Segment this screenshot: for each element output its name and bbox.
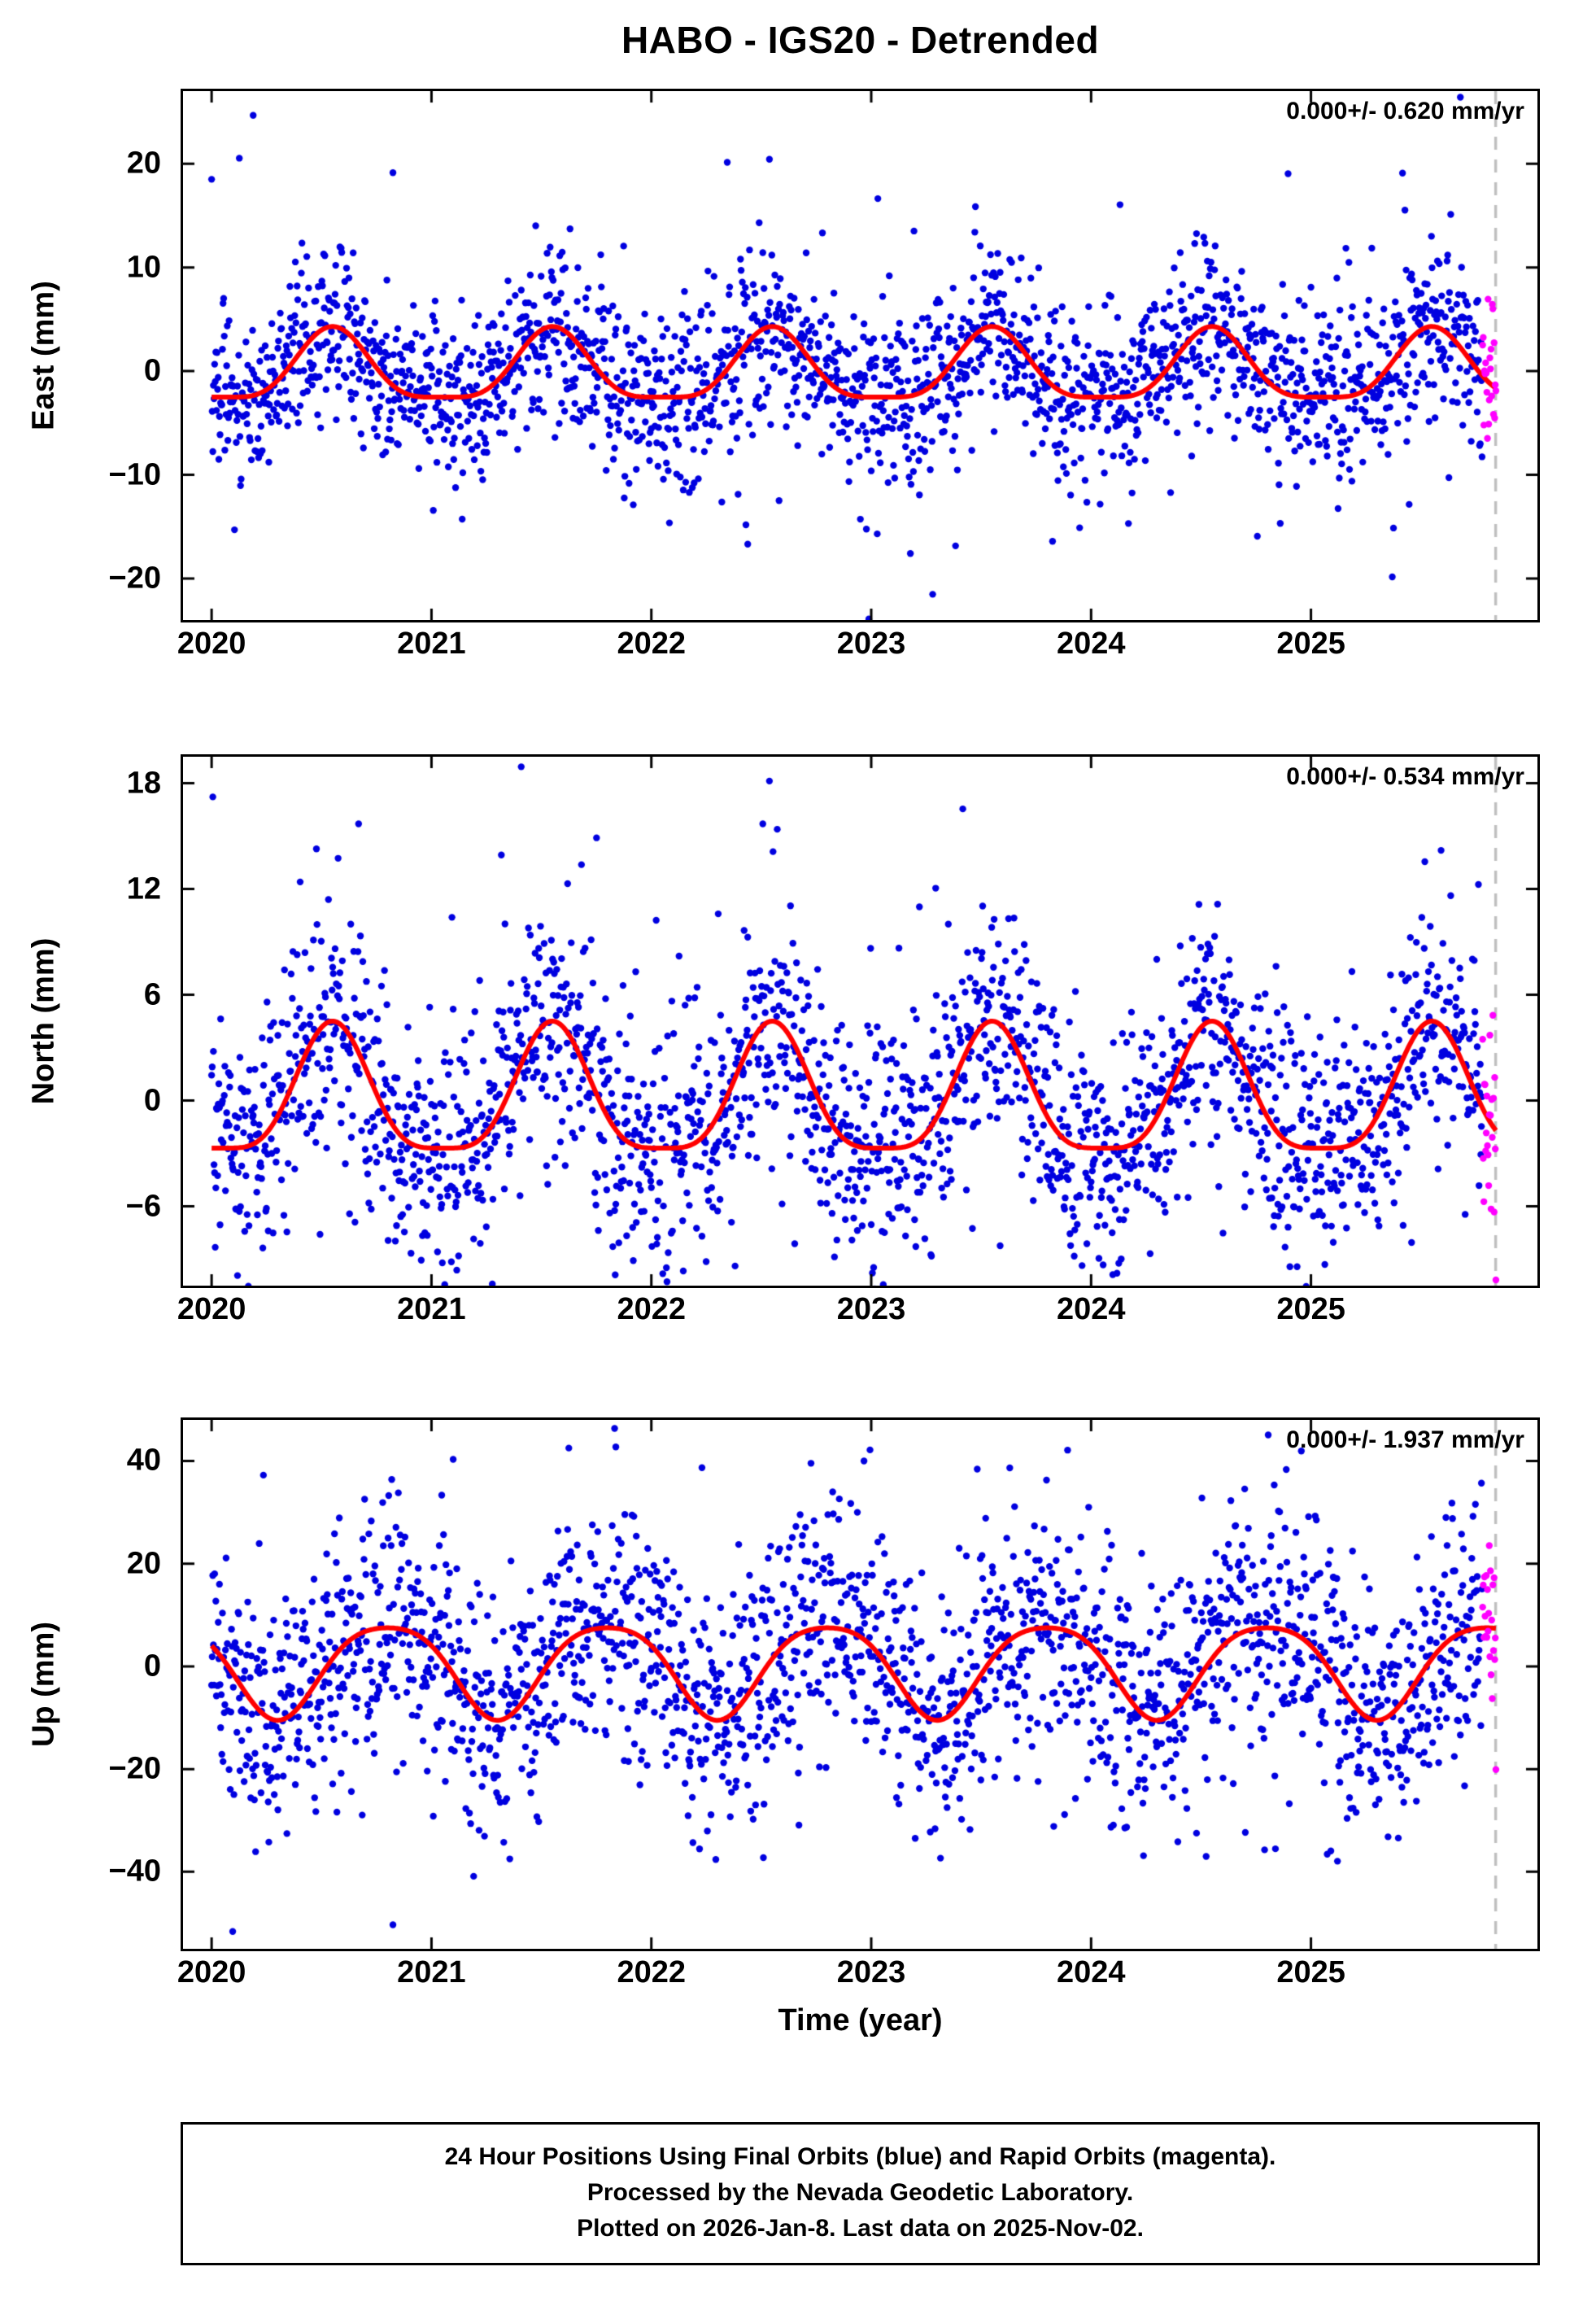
rate-annotation-up: 0.000+/- 1.937 mm/yr [1286, 1426, 1524, 1453]
scatter-canvas-north [183, 757, 1537, 1286]
x-tick-labels-up: 2020 2021 2022 2023 2024 2025 [177, 1955, 1537, 1998]
x-tick-label: 2024 [1057, 1955, 1126, 1989]
x-tick-label: 2023 [836, 1955, 906, 1989]
chart-north: North (mm) 0.000+/- 0.534 mm/yr −6 0 6 12 18… [0, 754, 1596, 1346]
plot-area-up: 0.000+/- 1.937 mm/yr [181, 1417, 1540, 1951]
y-tick-label: −20 [108, 1751, 161, 1786]
footer-line-orbits: 24 Hour Positions Using Final Orbits (bl… [444, 2143, 1276, 2170]
rate-annotation-north: 0.000+/- 0.534 mm/yr [1286, 763, 1524, 790]
x-tick-label: 2024 [1057, 627, 1126, 661]
x-tick-labels-north: 2020 2021 2022 2023 2024 2025 [177, 1292, 1537, 1334]
x-tick-label: 2024 [1057, 1292, 1126, 1326]
x-tick-label: 2020 [177, 627, 246, 661]
y-tick-label: 6 [143, 977, 161, 1011]
x-tick-labels-east: 2020 2021 2022 2023 2024 2025 [177, 627, 1537, 669]
x-tick-label: 2023 [836, 627, 906, 661]
y-tick-label: 20 [126, 1546, 161, 1581]
page-title: HABO - IGS20 - Detrended [621, 19, 1100, 61]
footer-note-box: 24 Hour Positions Using Final Orbits (bl… [181, 2122, 1540, 2265]
x-tick-label: 2022 [617, 627, 686, 661]
x-axis-label: Time (year) [778, 2003, 943, 2037]
x-tick-label: 2025 [1276, 1955, 1345, 1989]
footer-line-dates: Plotted on 2026-Jan-8. Last data on 2025… [577, 2215, 1144, 2242]
y-tick-label: 0 [143, 1649, 161, 1684]
y-tick-labels-north: −6 0 6 12 18 [0, 757, 161, 1286]
x-tick-label: 2021 [397, 627, 466, 661]
x-tick-label: 2020 [177, 1955, 246, 1989]
chart-up: Up (mm) 0.000+/- 1.937 mm/yr −40 −20 0 20 40… [0, 1417, 1596, 2009]
y-tick-label: −40 [108, 1854, 161, 1889]
y-tick-label: 0 [143, 1083, 161, 1117]
y-tick-label: 18 [126, 766, 161, 800]
y-tick-label: 20 [126, 146, 161, 181]
scatter-canvas-up [183, 1420, 1537, 1949]
x-tick-label: 2023 [836, 1292, 906, 1326]
y-tick-label: 12 [126, 871, 161, 906]
y-tick-label: −10 [108, 457, 161, 492]
chart-east: East (mm) 0.000+/- 0.620 mm/yr −20 −10 0 10… [0, 89, 1596, 680]
x-tick-label: 2020 [177, 1292, 246, 1326]
x-tick-label: 2022 [617, 1292, 686, 1326]
x-tick-label: 2025 [1276, 627, 1345, 661]
y-tick-labels-east: −20 −10 0 10 20 [0, 91, 161, 620]
x-tick-label: 2022 [617, 1955, 686, 1989]
footer-line-lab: Processed by the Nevada Geodetic Laborat… [587, 2179, 1134, 2206]
rate-annotation-east: 0.000+/- 0.620 mm/yr [1286, 98, 1524, 124]
x-tick-label: 2021 [397, 1292, 466, 1326]
scatter-canvas-east [183, 91, 1537, 620]
y-tick-label: 0 [143, 353, 161, 388]
plot-area-east: 0.000+/- 0.620 mm/yr [181, 89, 1540, 622]
x-tick-label: 2025 [1276, 1292, 1345, 1326]
y-tick-labels-up: −40 −20 0 20 40 [0, 1420, 161, 1949]
x-tick-label: 2021 [397, 1955, 466, 1989]
plot-area-north: 0.000+/- 0.534 mm/yr [181, 754, 1540, 1288]
y-tick-label: −20 [108, 561, 161, 596]
y-tick-label: −6 [125, 1189, 161, 1223]
y-tick-label: 10 [126, 250, 161, 285]
y-tick-label: 40 [126, 1443, 161, 1478]
